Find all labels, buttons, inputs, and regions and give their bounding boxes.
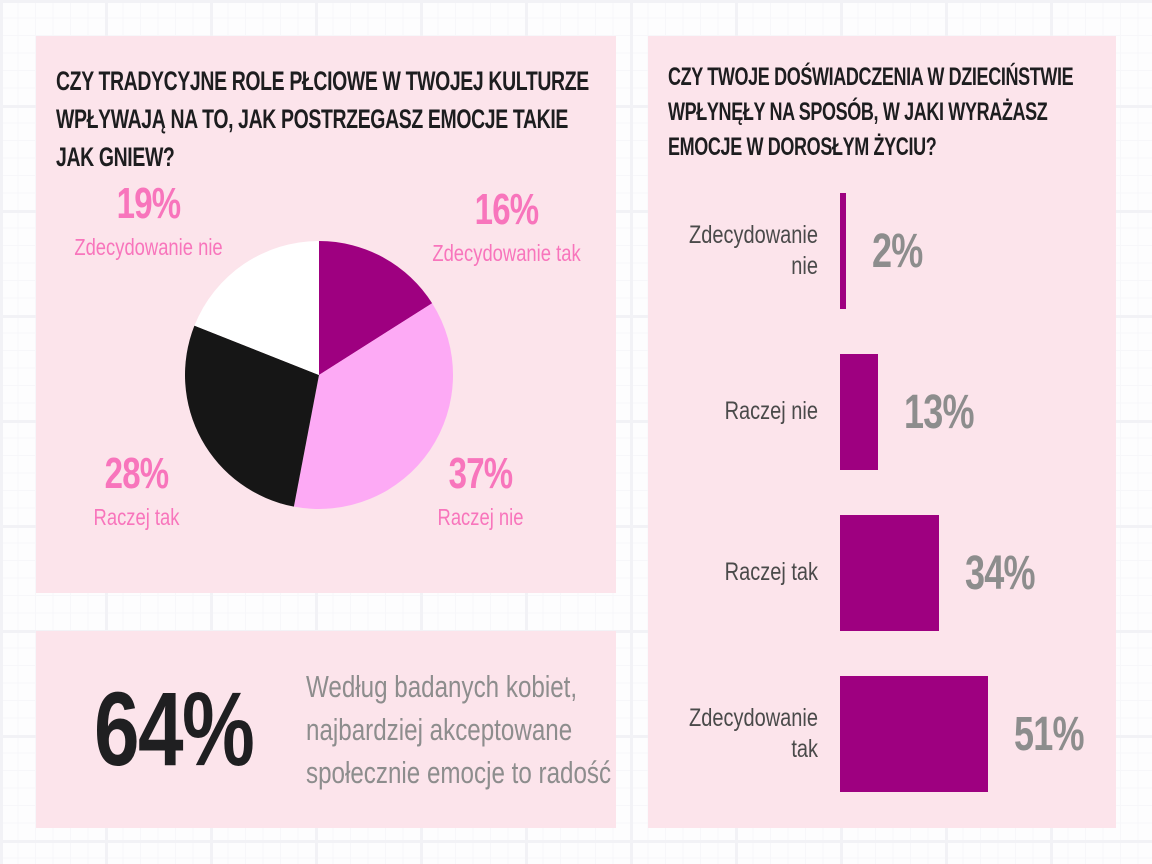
pie-segment-name: Zdecydowanie nie — [74, 234, 223, 260]
pie-percent-value: 16% — [474, 185, 540, 234]
bar-row: Raczej tak 34% — [648, 515, 1116, 631]
bar-value-label: 34% — [965, 546, 1036, 600]
bar-row: Zdecydowanie nie 2% — [648, 193, 1116, 309]
stat-text-line: najbardziej akceptowane — [306, 712, 573, 747]
bar-chart-panel: CZY TWOJE DOŚWIADCZENIA W DZIECIŃSTWIE W… — [648, 36, 1116, 828]
bar-row: Zdecydowanie tak 51% — [648, 676, 1116, 792]
pie-label-raczej-nie: 37% Raczej nie — [388, 452, 573, 530]
pie-segment-name: Raczej nie — [437, 504, 524, 530]
bar-value-label: 2% — [872, 224, 923, 278]
bar-value-label: 51% — [1014, 707, 1085, 761]
pie-label-zdecydowanie-tak: 16% Zdecydowanie tak — [394, 188, 619, 266]
title-line: WPŁYNĘŁY NA SPOSÓB, W JAKI WYRAŻASZ — [668, 98, 1048, 126]
bar-chart: Zdecydowanie nie 2% Raczej nie 13% Raczej ta… — [648, 193, 1116, 837]
stat-text-line: społecznie emocje to radość — [306, 755, 612, 790]
pie-chart — [184, 241, 454, 510]
title-line: CZY TRADYCYJNE ROLE PŁCIOWE W TWOJEJ KUL… — [56, 66, 589, 96]
pie-label-raczej-tak: 28% Raczej tak — [44, 452, 229, 530]
bar — [840, 193, 846, 309]
title-line: WPŁYWAJĄ NA TO, JAK POSTRZEGASZ EMOCJE T… — [56, 104, 568, 134]
stat-panel: 64% Według badanych kobiet, najbardziej … — [36, 631, 616, 828]
bar — [840, 354, 878, 470]
title-line: JAK GNIEW? — [56, 142, 175, 172]
bar-category-label: Zdecydowanie tak — [689, 703, 818, 763]
bar — [840, 515, 939, 631]
pie-segment-name: Raczej tak — [93, 504, 180, 530]
pie-chart-panel: CZY TRADYCYJNE ROLE PŁCIOWE W TWOJEJ KUL… — [36, 36, 616, 593]
pie-percent-value: 37% — [448, 449, 514, 498]
bar-question-title: CZY TWOJE DOŚWIADCZENIA W DZIECIŃSTWIE W… — [668, 60, 1152, 165]
bar — [840, 676, 988, 792]
pie-label-zdecydowanie-nie: 19% Zdecydowanie nie — [36, 182, 261, 260]
bar-value-label: 13% — [904, 385, 975, 439]
pie-slice-zdecydowanie-nie — [194, 241, 319, 375]
bar-category-label: Raczej tak — [724, 558, 818, 587]
pie-percent-value: 28% — [104, 449, 170, 498]
stat-description: Według badanych kobiet, najbardziej akce… — [306, 665, 697, 794]
pie-slice-raczej-nie — [293, 303, 454, 510]
pie-percent-value: 19% — [116, 179, 182, 228]
pie-segment-name: Zdecydowanie tak — [432, 240, 581, 266]
bar-category-label: Raczej nie — [724, 397, 818, 426]
pie-slice-zdecydowanie-tak — [319, 241, 433, 375]
title-line: EMOCJE W DOROSŁYM ŻYCIU? — [668, 133, 937, 161]
bar-category-label: Zdecydowanie nie — [689, 220, 818, 280]
stat-big-number: 64% — [94, 671, 255, 788]
bar-row: Raczej nie 13% — [648, 354, 1116, 470]
stat-text-line: Według badanych kobiet, — [306, 669, 578, 704]
title-line: CZY TWOJE DOŚWIADCZENIA W DZIECIŃSTWIE — [668, 63, 1074, 91]
pie-slice-raczej-tak — [184, 325, 319, 507]
pie-question-title: CZY TRADYCYJNE ROLE PŁCIOWE W TWOJEJ KUL… — [56, 62, 796, 176]
